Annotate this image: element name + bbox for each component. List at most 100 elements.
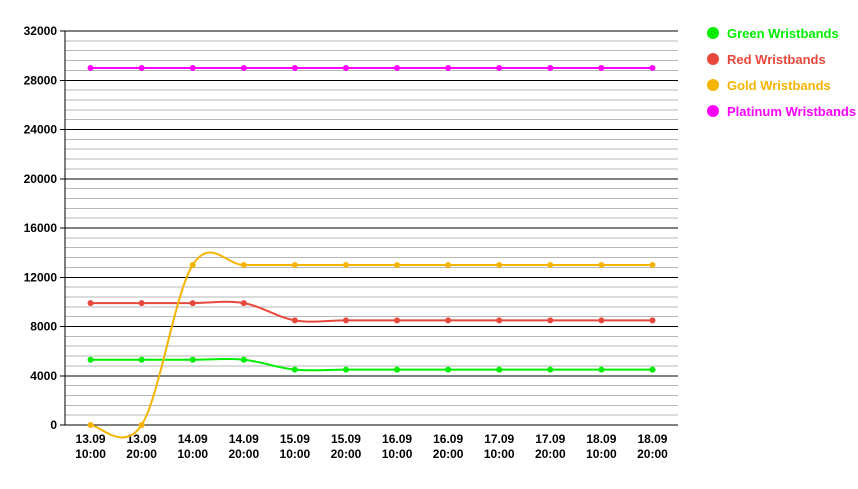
data-point xyxy=(138,356,145,363)
x-tick-time: 20:00 xyxy=(535,447,566,461)
x-tick-date: 13.09 xyxy=(76,432,106,446)
data-point xyxy=(291,366,298,373)
x-tick-time: 20:00 xyxy=(637,447,668,461)
legend-label: Red Wristbands xyxy=(727,52,826,67)
data-point xyxy=(547,64,554,71)
legend-marker xyxy=(707,27,719,39)
x-tick-label: 17.09 10:00 xyxy=(484,432,515,461)
x-tick-label: 18.09 10:00 xyxy=(586,432,617,461)
data-point xyxy=(394,64,401,71)
data-point xyxy=(649,366,656,373)
data-point xyxy=(445,64,452,71)
data-point xyxy=(598,317,605,324)
x-tick-date: 15.09 xyxy=(331,432,361,446)
data-point xyxy=(138,300,145,307)
data-point xyxy=(291,261,298,268)
data-point xyxy=(598,366,605,373)
x-tick-label: 17.09 20:00 xyxy=(535,432,566,461)
x-tick-time: 20:00 xyxy=(433,447,464,461)
data-point xyxy=(342,261,349,268)
x-tick-label: 16.09 20:00 xyxy=(433,432,464,461)
data-point xyxy=(87,64,94,71)
legend-label: Green Wristbands xyxy=(727,26,839,41)
x-tick-date: 14.09 xyxy=(178,432,208,446)
x-tick-label: 13.09 10:00 xyxy=(75,432,106,461)
data-point xyxy=(496,64,503,71)
axes xyxy=(60,30,678,426)
x-tick-time: 10:00 xyxy=(75,447,106,461)
data-point xyxy=(291,64,298,71)
x-tick-label: 13.09 20:00 xyxy=(126,432,157,461)
legend: Green Wristbands Red Wristbands Gold Wrist… xyxy=(707,26,856,119)
data-point xyxy=(189,356,196,363)
x-tick-label: 16.09 10:00 xyxy=(382,432,413,461)
series-line xyxy=(90,357,653,372)
data-point xyxy=(138,422,145,428)
data-point xyxy=(394,366,401,373)
y-tick-label: 0 xyxy=(50,418,57,432)
data-point xyxy=(240,300,247,307)
y-tick-label: 24000 xyxy=(24,123,58,137)
data-point xyxy=(394,261,401,268)
x-tick-time: 10:00 xyxy=(177,447,208,461)
data-point xyxy=(87,356,94,363)
data-point xyxy=(240,64,247,71)
y-tick-label: 16000 xyxy=(24,221,58,235)
data-point xyxy=(342,366,349,373)
data-point xyxy=(547,366,554,373)
data-point xyxy=(445,317,452,324)
x-tick-label: 15.09 20:00 xyxy=(331,432,362,461)
series-platinum-wristbands xyxy=(87,64,656,71)
legend-marker xyxy=(707,79,719,91)
data-point xyxy=(189,64,196,71)
data-point xyxy=(189,261,196,268)
x-tick-time: 20:00 xyxy=(331,447,362,461)
y-tick-label: 28000 xyxy=(24,73,58,87)
x-tick-time: 10:00 xyxy=(586,447,617,461)
data-point xyxy=(342,317,349,324)
x-tick-label: 14.09 10:00 xyxy=(177,432,208,461)
x-tick-time: 10:00 xyxy=(280,447,311,461)
data-point xyxy=(496,261,503,268)
y-tick-label: 8000 xyxy=(30,320,57,334)
data-point xyxy=(394,317,401,324)
data-point xyxy=(598,64,605,71)
x-tick-date: 14.09 xyxy=(229,432,259,446)
data-point xyxy=(649,317,656,324)
x-tick-date: 15.09 xyxy=(280,432,310,446)
y-tick-labels: 0 4000 8000 12000 16000 20000 24000 28000 32000 xyxy=(24,24,58,432)
series-lines xyxy=(87,64,656,439)
data-point xyxy=(138,64,145,71)
data-point xyxy=(598,261,605,268)
data-point xyxy=(189,300,196,307)
data-point xyxy=(496,366,503,373)
data-point xyxy=(445,261,452,268)
data-point xyxy=(240,261,247,268)
y-tick-label: 20000 xyxy=(24,172,58,186)
x-tick-date: 17.09 xyxy=(484,432,514,446)
data-point xyxy=(445,366,452,373)
data-point xyxy=(649,261,656,268)
data-point xyxy=(547,317,554,324)
legend-label: Gold Wristbands xyxy=(727,78,831,93)
data-point xyxy=(240,356,247,363)
x-tick-date: 16.09 xyxy=(433,432,463,446)
y-tick-label: 12000 xyxy=(24,270,58,284)
data-point xyxy=(87,422,94,428)
x-tick-date: 18.09 xyxy=(637,432,667,446)
x-tick-date: 17.09 xyxy=(535,432,565,446)
y-tick-label: 4000 xyxy=(30,369,57,383)
x-tick-time: 20:00 xyxy=(228,447,259,461)
x-tick-date: 18.09 xyxy=(586,432,616,446)
data-point xyxy=(547,261,554,268)
series-green-wristbands xyxy=(87,356,656,373)
x-tick-time: 20:00 xyxy=(126,447,157,461)
x-tick-date: 13.09 xyxy=(127,432,157,446)
series-red-wristbands xyxy=(87,300,656,324)
grid-lines xyxy=(65,30,678,416)
series-line xyxy=(90,251,653,439)
legend-marker xyxy=(707,105,719,117)
